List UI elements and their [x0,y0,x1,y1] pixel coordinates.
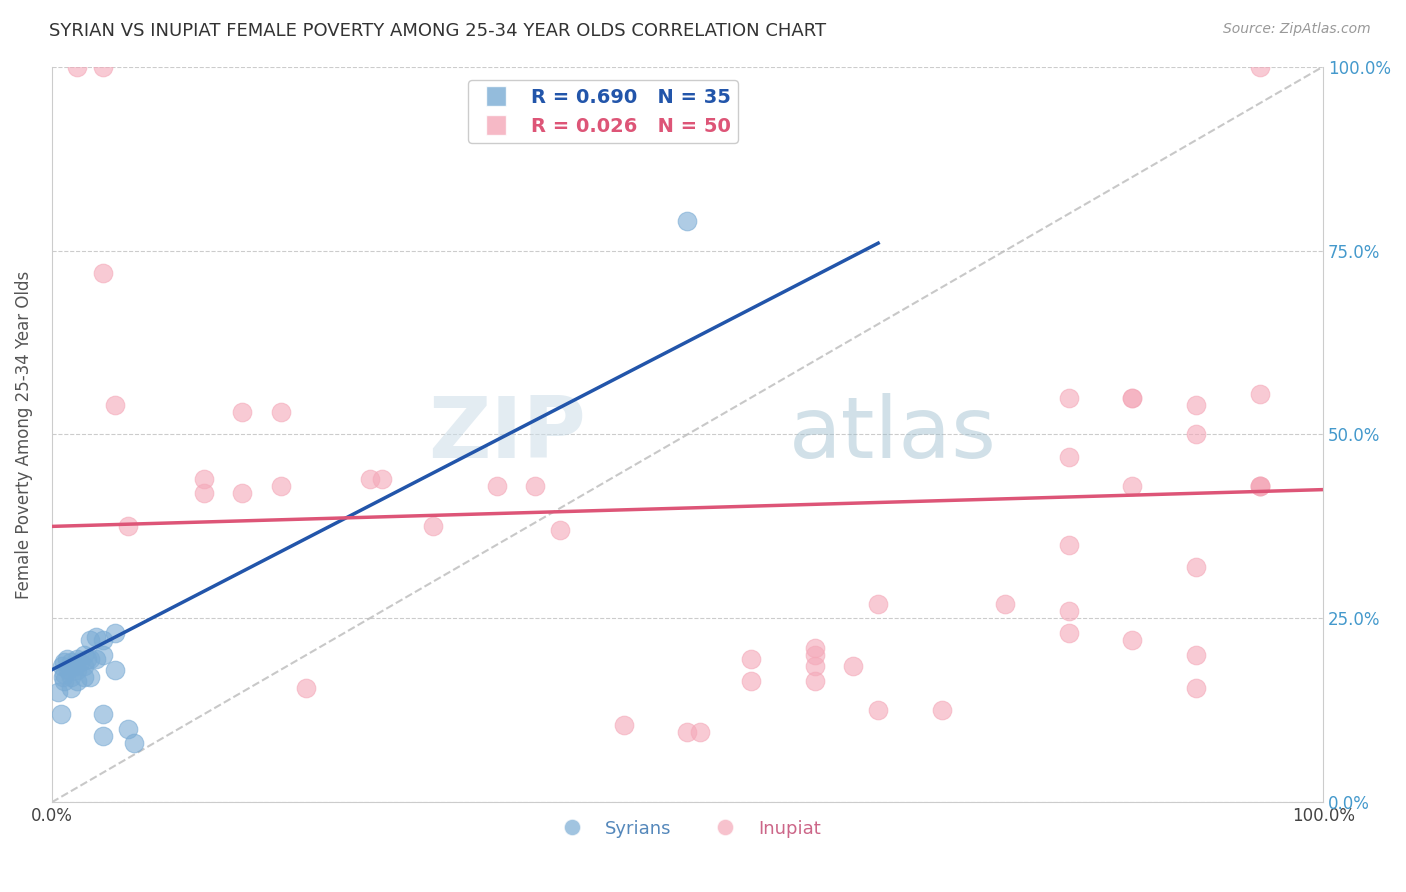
Point [1057,626,1080,640]
Point [931,703,953,717]
Point [193,486,215,500]
Point [63,659,86,673]
Point [66,652,89,666]
Point [422,519,444,533]
Point [84,630,107,644]
Point [59,656,82,670]
Legend: Syrians, Inupiat: Syrians, Inupiat [547,813,828,845]
Point [1057,604,1080,618]
Point [49,706,72,721]
Point [72,670,94,684]
Point [1185,559,1208,574]
Point [231,486,253,500]
Point [270,405,292,419]
Point [104,626,127,640]
Point [79,633,101,648]
Point [994,597,1017,611]
Point [1121,391,1143,405]
Point [58,663,80,677]
Point [84,652,107,666]
Point [1185,681,1208,696]
Text: atlas: atlas [789,393,997,476]
Point [523,479,546,493]
Text: ZIP: ZIP [427,393,586,476]
Point [79,670,101,684]
Point [91,266,114,280]
Point [66,663,89,677]
Y-axis label: Female Poverty Among 25-34 Year Olds: Female Poverty Among 25-34 Year Olds [15,270,32,599]
Point [53,673,76,688]
Point [803,673,825,688]
Point [803,648,825,662]
Point [1249,387,1271,401]
Point [1057,391,1080,405]
Point [485,479,508,493]
Point [740,652,762,666]
Point [841,659,863,673]
Point [117,519,139,533]
Point [72,648,94,662]
Point [231,405,253,419]
Point [270,479,292,493]
Point [1185,398,1208,412]
Point [1185,648,1208,662]
Point [359,472,381,486]
Point [1121,633,1143,648]
Point [124,736,146,750]
Point [69,656,91,670]
Point [1185,427,1208,442]
Point [676,214,699,228]
Point [803,659,825,673]
Point [740,673,762,688]
Point [91,60,114,74]
Point [868,703,890,717]
Point [53,666,76,681]
Point [53,656,76,670]
Point [1249,479,1271,493]
Point [104,398,127,412]
Point [550,523,572,537]
Point [117,722,139,736]
Point [1249,60,1271,74]
Point [59,681,82,696]
Point [676,725,699,739]
Point [1249,479,1271,493]
Text: SYRIAN VS INUPIAT FEMALE POVERTY AMONG 25-34 YEAR OLDS CORRELATION CHART: SYRIAN VS INUPIAT FEMALE POVERTY AMONG 2… [49,22,827,40]
Point [104,663,127,677]
Point [79,652,101,666]
Point [193,472,215,486]
Point [295,681,318,696]
Point [91,633,114,648]
Point [371,472,394,486]
Point [613,718,636,732]
Point [1121,391,1143,405]
Point [76,652,98,666]
Point [66,673,89,688]
Point [1249,479,1271,493]
Point [72,659,94,673]
Text: Source: ZipAtlas.com: Source: ZipAtlas.com [1223,22,1371,37]
Point [803,640,825,655]
Point [1121,479,1143,493]
Point [689,725,711,739]
Point [59,670,82,684]
Point [91,729,114,743]
Point [91,648,114,662]
Point [56,652,79,666]
Point [66,60,89,74]
Point [46,685,69,699]
Point [1057,450,1080,464]
Point [91,706,114,721]
Point [51,659,73,673]
Point [52,670,75,684]
Point [868,597,890,611]
Point [1057,538,1080,552]
